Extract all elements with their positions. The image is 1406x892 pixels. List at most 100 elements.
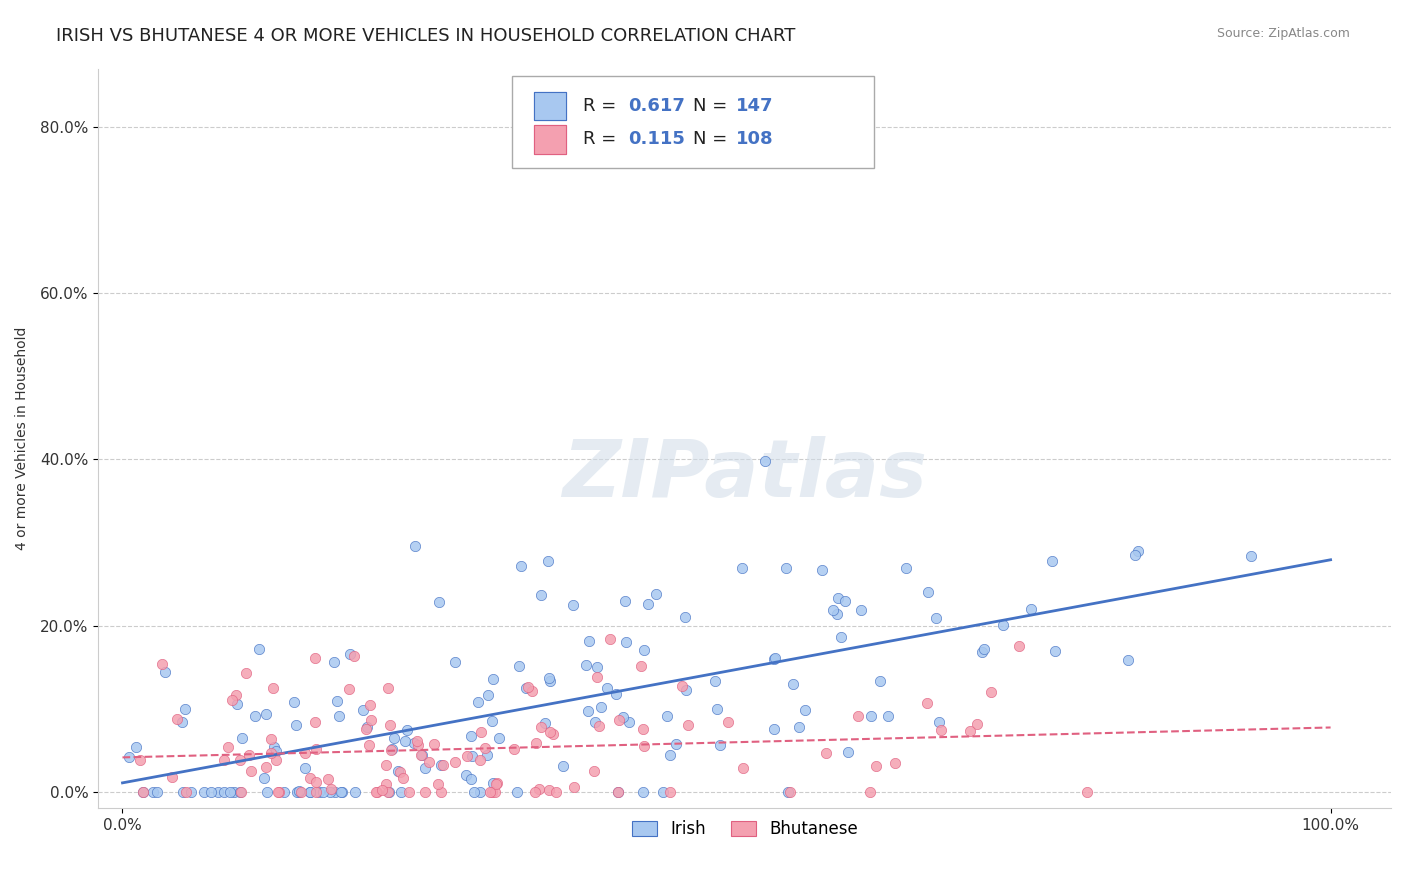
Bhutanese [859,785,882,799]
Irish [1116,653,1139,667]
Irish [1040,553,1063,567]
Irish [402,736,425,750]
Bhutanese [239,764,262,778]
Bhutanese [375,777,398,791]
Irish [222,785,245,799]
Irish [253,771,276,785]
Bhutanese [375,757,398,772]
Bhutanese [388,764,411,779]
Bhutanese [516,680,538,694]
Irish [389,785,412,799]
Irish [851,602,873,616]
Irish [612,709,634,723]
Bhutanese [235,665,257,680]
Bhutanese [427,777,450,791]
Irish [396,723,419,737]
Bhutanese [779,785,801,799]
Irish [284,718,307,732]
Irish [657,709,679,723]
Irish [917,585,939,599]
Irish [339,647,361,661]
Text: 147: 147 [735,96,773,114]
Bhutanese [884,756,907,771]
Bhutanese [129,753,152,767]
Irish [256,785,278,799]
Irish [659,747,682,762]
Irish [481,714,503,728]
Y-axis label: 4 or more Vehicles in Household: 4 or more Vehicles in Household [15,326,30,550]
Irish [508,658,530,673]
Irish [243,709,266,723]
Irish [312,785,335,799]
Irish [703,674,725,689]
Irish [460,729,482,743]
Irish [1123,548,1146,562]
Irish [605,687,627,701]
Bhutanese [337,681,360,696]
Irish [825,607,848,621]
Irish [578,634,600,648]
Irish [287,784,309,798]
Irish [776,785,799,799]
Bhutanese [343,648,366,663]
Text: Source: ZipAtlas.com: Source: ZipAtlas.com [1216,27,1350,40]
Irish [731,560,754,574]
Irish [860,709,883,723]
Bhutanese [484,785,506,799]
Bhutanese [966,716,988,731]
Bhutanese [606,785,628,799]
Bhutanese [377,681,399,695]
Bhutanese [359,698,381,712]
Irish [837,745,859,759]
Irish [515,681,537,695]
Irish [427,595,450,609]
Irish [285,785,308,799]
Irish [387,764,409,778]
Irish [444,655,467,669]
Irish [928,714,950,729]
Irish [343,785,366,799]
Bhutanese [678,718,700,732]
Irish [456,767,478,781]
Bhutanese [304,651,326,665]
Irish [219,785,242,799]
Text: 0.115: 0.115 [628,130,685,148]
Irish [467,695,489,709]
Bhutanese [470,725,492,739]
Irish [973,641,995,656]
Bhutanese [299,771,322,785]
Bhutanese [484,777,506,791]
Irish [460,749,482,764]
Bhutanese [316,772,339,786]
Bhutanese [538,725,561,739]
Irish [411,747,433,762]
Irish [793,703,815,717]
Irish [299,785,322,799]
Irish [226,697,249,711]
Bhutanese [846,709,869,723]
FancyBboxPatch shape [534,92,567,120]
Bhutanese [562,780,585,794]
Bhutanese [631,722,654,736]
Bhutanese [432,757,454,772]
Irish [633,643,655,657]
Irish [322,655,344,669]
Irish [298,785,321,799]
Irish [775,560,797,574]
Bhutanese [221,692,243,706]
Bhutanese [671,679,693,693]
Irish [170,715,193,730]
Irish [173,702,195,716]
Bhutanese [413,785,436,799]
Bhutanese [217,739,239,754]
Bhutanese [481,785,503,799]
Bhutanese [304,775,326,789]
Irish [214,785,236,799]
Text: R =: R = [583,96,621,114]
Bhutanese [406,738,429,752]
Irish [264,744,287,758]
Irish [146,785,169,799]
Bhutanese [607,713,630,727]
Irish [332,785,354,799]
Bhutanese [392,771,415,785]
